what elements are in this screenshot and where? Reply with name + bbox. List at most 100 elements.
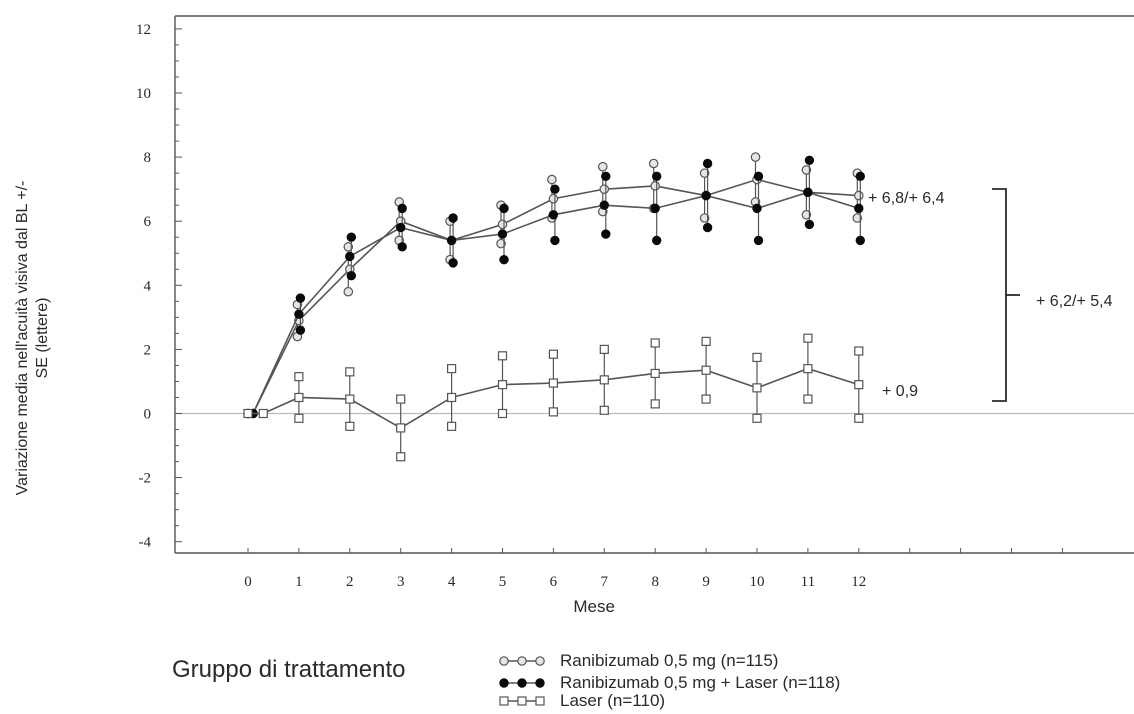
y-axis-title: Variazione media nell'acuità visiva dal … [14, 181, 51, 496]
x-tick-label: 12 [851, 574, 866, 590]
error-cap-marker [855, 171, 865, 182]
y-tick-label: -4 [139, 535, 152, 551]
legend-symbol [499, 656, 545, 666]
error-cap-marker [803, 394, 813, 404]
data-point [599, 184, 610, 194]
legend-label: Ranibizumab 0,5 mg + Laser (n=118) [560, 673, 841, 692]
y-axis-title-line: SE (lettere) [34, 298, 51, 379]
error-cap-marker [447, 364, 457, 374]
series-line [248, 367, 860, 429]
x-tick-label: 1 [295, 574, 303, 590]
legend-symbol-marker [499, 696, 509, 706]
y-tick-label: 6 [144, 214, 152, 230]
x-tick-label: 4 [448, 574, 456, 590]
error-cap-marker [701, 394, 711, 404]
x-tick-label: 7 [601, 574, 609, 590]
y-axis-title-line: Variazione media nell'acuità visiva dal … [14, 181, 31, 496]
legend-symbol-marker [517, 696, 527, 706]
data-point [752, 203, 762, 214]
data-point [258, 408, 268, 419]
error-cap-marker [699, 168, 710, 178]
error-cap-marker [601, 229, 611, 239]
error-cap-marker [804, 155, 815, 166]
error-cap-marker [597, 161, 608, 172]
data-point [752, 383, 762, 393]
data-point [599, 375, 609, 385]
axes [174, 15, 1134, 554]
y-tick-label: 8 [144, 150, 152, 166]
error-cap-marker [343, 286, 354, 297]
x-tick-label: 3 [397, 574, 405, 590]
data-point [803, 364, 813, 374]
x-tick-label: 0 [244, 574, 252, 590]
data-point [497, 380, 508, 390]
x-tick-label: 8 [651, 574, 659, 590]
series-line [248, 191, 860, 415]
error-cap-marker [702, 158, 713, 169]
legend-entry: Laser (n=110) [498, 691, 666, 710]
x-tick-label: 5 [499, 574, 507, 590]
x-tick-label: 10 [750, 574, 765, 590]
data-point [345, 251, 355, 262]
error-cap-marker [753, 171, 764, 182]
error-cap-marker [448, 213, 458, 223]
plot-area [243, 152, 865, 462]
error-cap-marker [599, 344, 609, 354]
error-cap-marker [854, 346, 864, 356]
error-cap-marker [753, 235, 764, 246]
legend-entry: Ranibizumab 0,5 mg + Laser (n=118) [498, 673, 841, 692]
error-cap-marker [294, 372, 304, 382]
error-cap-marker [801, 209, 812, 220]
data-point [854, 380, 864, 390]
data-point [345, 394, 355, 404]
error-cap-marker [650, 399, 660, 409]
y-tick-label: 12 [136, 22, 151, 38]
data-point [294, 309, 304, 319]
x-tick-label: 2 [346, 574, 354, 590]
error-cap-marker [601, 171, 611, 182]
error-cap-marker [701, 336, 711, 346]
legend-symbol [499, 696, 545, 706]
y-tick-label: 0 [144, 407, 152, 423]
error-cap-marker [547, 174, 557, 185]
data-point [396, 423, 406, 433]
y-tick-label: 10 [136, 86, 151, 102]
error-cap-marker [548, 349, 559, 359]
error-cap-marker [550, 235, 560, 246]
error-cap-marker [496, 238, 506, 249]
series-line [248, 178, 859, 415]
error-cap-marker [699, 213, 710, 223]
legend-title: Gruppo di trattamento [172, 656, 406, 683]
annotation-laser-final: + 0,9 [882, 383, 918, 400]
error-cap-marker [448, 258, 458, 268]
y-tick-label: 4 [144, 278, 152, 294]
legend-symbol [499, 678, 545, 688]
error-cap-marker [702, 222, 713, 233]
legend-label: Laser (n=110) [560, 691, 666, 710]
error-cap-marker [294, 413, 304, 423]
annotation-difference: + 6,2/+ 5,4 [1036, 293, 1113, 310]
legend-symbol-marker [535, 696, 545, 706]
data-point [854, 203, 864, 214]
data-point [497, 229, 508, 239]
data-point [548, 210, 559, 220]
error-cap-marker [548, 407, 559, 417]
series-3 [243, 333, 864, 462]
annotations: + 6,8/+ 6,4 + 0,9 + 6,2/+ 5,4 [868, 188, 1113, 402]
error-cap-marker [397, 203, 407, 214]
error-cap-marker [295, 293, 306, 303]
error-cap-marker [550, 184, 560, 194]
error-cap-marker [599, 405, 609, 415]
error-cap-marker [752, 413, 762, 423]
legend-symbol-marker [517, 656, 527, 666]
error-cap-marker [854, 413, 864, 423]
legend-symbol-marker [535, 656, 545, 666]
data-point [701, 190, 711, 201]
error-cap-marker [803, 333, 813, 343]
error-cap-marker [343, 242, 354, 252]
legend-label: Ranibizumab 0,5 mg (n=115) [560, 651, 779, 670]
legend-symbol-marker [499, 656, 509, 666]
series-2 [243, 155, 865, 419]
